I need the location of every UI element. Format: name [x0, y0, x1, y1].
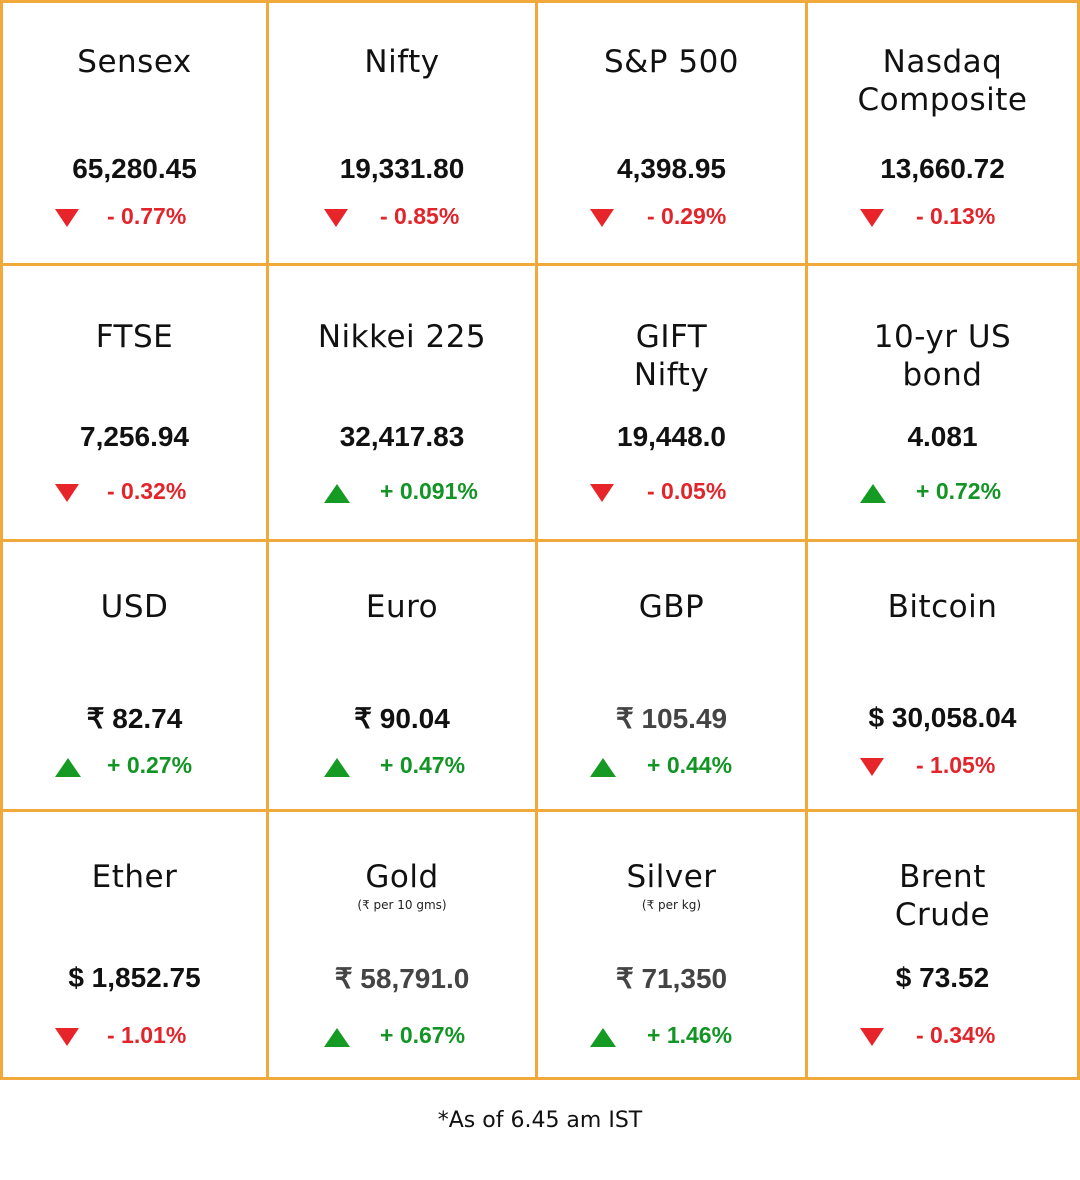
down-triangle-icon — [590, 209, 614, 227]
market-tile: Bitcoin $ 30,058.04 - 1.05% — [805, 542, 1077, 812]
market-tile: Nasdaq Composite 13,660.72 - 0.13% — [805, 3, 1077, 263]
up-triangle-icon — [324, 758, 350, 777]
tile-change: + 0.72% — [916, 478, 1002, 504]
tile-name: Brent Crude — [894, 859, 991, 933]
tile-unit: (₹ per 10 gms) — [357, 898, 447, 912]
market-tile: Nikkei 225 32,417.83 + 0.091% — [266, 266, 535, 542]
up-triangle-icon — [55, 758, 81, 777]
tile-value: $ 1,852.75 — [68, 962, 201, 993]
down-triangle-icon — [860, 209, 884, 227]
tile-name: Silver — [626, 859, 717, 895]
down-triangle-icon — [55, 209, 79, 227]
timestamp-note: *As of 6.45 am IST — [437, 1108, 643, 1133]
market-tile: Ether $ 1,852.75 - 1.01% — [3, 812, 266, 1080]
tile-value: 4,398.95 — [617, 153, 726, 184]
tile-name: Bitcoin — [887, 589, 998, 625]
market-grid: Sensex 65,280.45 - 0.77% Nifty 19,331.80 - 0.… — [0, 0, 1080, 1080]
tile-change: - 1.01% — [107, 1022, 187, 1048]
tile-change: - 0.34% — [916, 1022, 996, 1048]
market-tile: GIFT Nifty 19,448.0 - 0.05% — [535, 266, 805, 542]
tile-name: Nikkei 225 — [317, 319, 487, 355]
up-triangle-icon — [590, 1028, 616, 1047]
tile-name: FTSE — [95, 319, 174, 355]
tile-value: 19,448.0 — [617, 421, 726, 452]
tile-change: + 1.46% — [647, 1022, 733, 1048]
tile-name: S&P 500 — [603, 44, 740, 80]
tile-value: ₹ 58,791.0 — [334, 963, 470, 994]
tile-name: Nasdaq Composite — [857, 44, 1028, 118]
tile-value: ₹ 71,350 — [615, 963, 728, 994]
tile-value: 32,417.83 — [339, 421, 465, 452]
tile-value: ₹ 82.74 — [86, 703, 183, 734]
tile-value: ₹ 105.49 — [615, 703, 728, 734]
market-tile: Nifty 19,331.80 - 0.85% — [266, 3, 535, 263]
tile-unit: (₹ per kg) — [641, 898, 702, 912]
tile-change: - 1.05% — [916, 752, 996, 778]
tile-change: + 0.27% — [107, 752, 193, 778]
tile-value: 65,280.45 — [72, 153, 197, 184]
tile-value: 19,331.80 — [339, 153, 465, 184]
tile-change: - 0.29% — [647, 203, 727, 229]
market-tile: S&P 500 4,398.95 - 0.29% — [535, 3, 805, 263]
tile-change: + 0.67% — [380, 1022, 466, 1048]
tile-change: - 0.85% — [380, 203, 460, 229]
tile-name: Ether — [91, 859, 178, 895]
tile-name: Sensex — [77, 44, 192, 80]
tile-change: + 0.47% — [380, 752, 466, 778]
tile-change: + 0.091% — [380, 478, 478, 504]
market-tile: 10-yr US bond 4.081 + 0.72% — [805, 266, 1077, 542]
tile-value: 4.081 — [907, 421, 978, 452]
down-triangle-icon — [324, 209, 348, 227]
down-triangle-icon — [590, 484, 614, 502]
tile-value: ₹ 90.04 — [354, 703, 450, 734]
market-tile: Euro ₹ 90.04 + 0.47% — [266, 542, 535, 812]
market-tile: Silver (₹ per kg) ₹ 71,350 + 1.46% — [535, 812, 805, 1080]
tile-name: USD — [100, 589, 169, 625]
grid-row: FTSE 7,256.94 - 0.32% Nikkei 225 32,417.83 + … — [3, 263, 1077, 542]
tile-name: 10-yr US bond — [873, 319, 1012, 393]
tile-value: $ 73.52 — [895, 962, 990, 993]
tile-name: Nifty — [364, 44, 440, 80]
up-triangle-icon — [324, 1028, 350, 1047]
tile-name: GBP — [638, 589, 705, 625]
tile-value: 7,256.94 — [80, 421, 189, 452]
tile-name: Gold — [365, 859, 439, 895]
market-tile: USD ₹ 82.74 + 0.27% — [3, 542, 266, 812]
down-triangle-icon — [55, 1028, 79, 1046]
tile-value: 13,660.72 — [880, 153, 1005, 184]
market-tile: Sensex 65,280.45 - 0.77% — [3, 3, 266, 263]
tile-change: + 0.44% — [647, 752, 733, 778]
market-tile: Gold (₹ per 10 gms) ₹ 58,791.0 + 0.67% — [266, 812, 535, 1080]
grid-row: Ether $ 1,852.75 - 1.01% Gold (₹ per 10 gms)… — [3, 809, 1077, 1080]
up-triangle-icon — [860, 484, 886, 503]
tile-change: - 0.77% — [107, 203, 187, 229]
down-triangle-icon — [55, 484, 79, 502]
tile-name: GIFT Nifty — [633, 319, 710, 393]
grid-row: USD ₹ 82.74 + 0.27% Euro ₹ 90.04 + 0.47% GBP ₹ … — [3, 539, 1077, 812]
tile-value: $ 30,058.04 — [868, 702, 1017, 733]
tile-change: - 0.13% — [916, 203, 996, 229]
tile-change: - 0.32% — [107, 478, 187, 504]
market-tile: FTSE 7,256.94 - 0.32% — [3, 266, 266, 542]
down-triangle-icon — [860, 1028, 884, 1046]
grid-row: Sensex 65,280.45 - 0.77% Nifty 19,331.80 - 0.… — [3, 3, 1077, 263]
market-tile: GBP ₹ 105.49 + 0.44% — [535, 542, 805, 812]
market-tile: Brent Crude $ 73.52 - 0.34% — [805, 812, 1077, 1080]
up-triangle-icon — [324, 484, 350, 503]
tile-name: Euro — [365, 589, 439, 625]
up-triangle-icon — [590, 758, 616, 777]
down-triangle-icon — [860, 758, 884, 776]
tile-change: - 0.05% — [647, 478, 727, 504]
